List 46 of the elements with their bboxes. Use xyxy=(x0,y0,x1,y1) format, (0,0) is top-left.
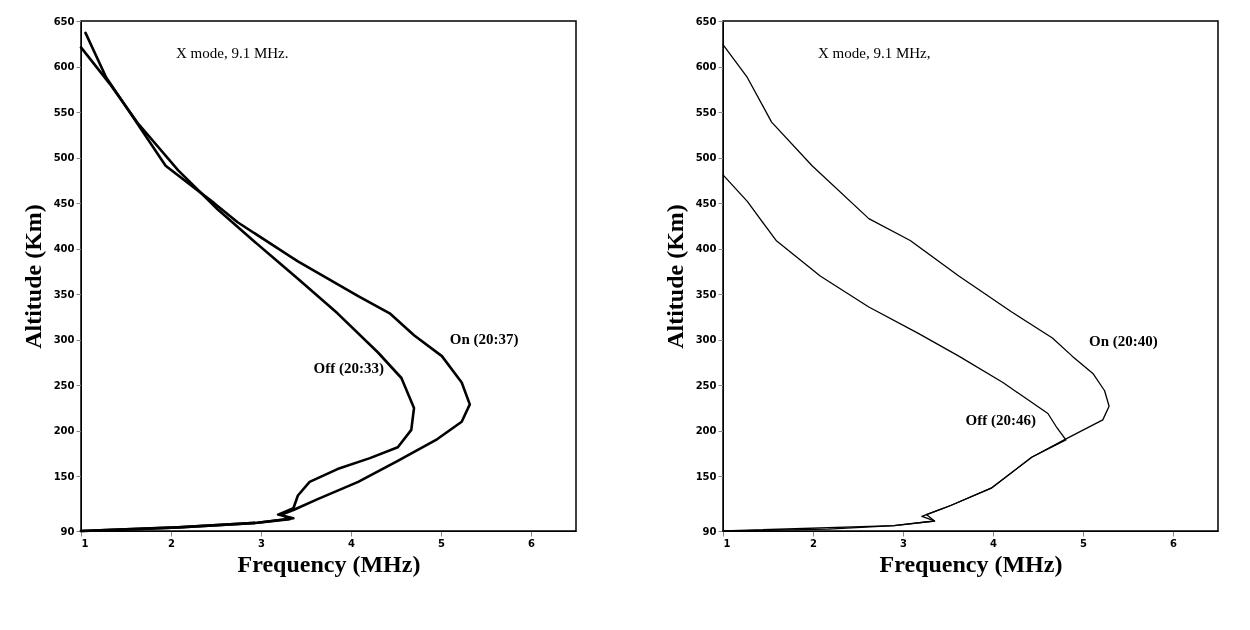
y-tick-label: 90 xyxy=(60,525,75,537)
x-tick-label: 4 xyxy=(990,537,998,549)
y-tick-label: 400 xyxy=(53,243,75,255)
x-tick-label: 3 xyxy=(258,537,266,549)
y-tick-label: 600 xyxy=(53,61,75,73)
y-tick-label: 350 xyxy=(695,288,717,300)
y-tick-label: 650 xyxy=(53,15,75,27)
x-tick-label: 6 xyxy=(528,537,536,549)
y-tick-label: 350 xyxy=(53,288,75,300)
y-tick-label: 200 xyxy=(695,425,717,437)
y-tick-label: 450 xyxy=(695,197,717,209)
x-tick-label: 6 xyxy=(1170,537,1178,549)
y-tick-label: 500 xyxy=(53,152,75,164)
x-tick-label: 2 xyxy=(810,537,818,549)
series-label: On (20:37) xyxy=(449,331,519,349)
y-tick-label: 450 xyxy=(53,197,75,209)
x-tick-label: 3 xyxy=(900,537,908,549)
series-label: Off (20:33) xyxy=(313,360,384,378)
x-tick-label: 1 xyxy=(723,537,731,549)
x-axis-title: Frequency (MHz) xyxy=(237,550,421,577)
y-tick-label: 300 xyxy=(695,334,717,346)
y-tick-label: 550 xyxy=(53,106,75,118)
y-tick-label: 150 xyxy=(53,470,75,482)
y-tick-label: 250 xyxy=(53,379,75,391)
y-axis-title: Altitude (Km) xyxy=(19,204,46,349)
series-label: Off (20:46) xyxy=(965,411,1036,429)
y-tick-label: 650 xyxy=(695,15,717,27)
annotation: X mode, 9.1 MHz. xyxy=(176,45,289,61)
y-tick-label: 550 xyxy=(695,106,717,118)
y-tick-label: 400 xyxy=(695,243,717,255)
y-tick-label: 90 xyxy=(702,525,717,537)
x-tick-label: 4 xyxy=(348,537,356,549)
x-tick-label: 2 xyxy=(168,537,176,549)
y-tick-label: 300 xyxy=(53,334,75,346)
y-tick-label: 500 xyxy=(695,152,717,164)
x-tick-label: 1 xyxy=(81,537,89,549)
series-label: On (20:40) xyxy=(1089,333,1158,351)
y-tick-label: 150 xyxy=(695,470,717,482)
y-tick-label: 200 xyxy=(53,425,75,437)
annotation: X mode, 9.1 MHz, xyxy=(818,45,931,61)
x-tick-label: 5 xyxy=(1080,537,1088,549)
y-tick-label: 250 xyxy=(695,379,717,391)
x-axis-title: Frequency (MHz) xyxy=(879,550,1063,577)
y-tick-label: 600 xyxy=(695,61,717,73)
x-tick-label: 5 xyxy=(438,537,446,549)
y-axis-title: Altitude (Km) xyxy=(661,204,688,349)
